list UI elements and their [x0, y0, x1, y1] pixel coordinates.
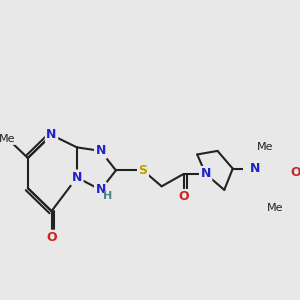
Text: N: N [72, 171, 82, 184]
Text: N: N [95, 183, 106, 196]
Text: O: O [178, 190, 189, 203]
Text: O: O [46, 231, 57, 244]
Text: Me: Me [0, 134, 16, 143]
Text: H: H [103, 191, 112, 201]
Text: Me: Me [257, 142, 273, 152]
Text: O: O [290, 166, 300, 179]
Text: Me: Me [267, 202, 284, 213]
Text: N: N [200, 167, 211, 180]
Text: N: N [95, 144, 106, 158]
Text: S: S [139, 164, 148, 177]
Text: N: N [250, 162, 260, 175]
Text: N: N [46, 128, 57, 142]
